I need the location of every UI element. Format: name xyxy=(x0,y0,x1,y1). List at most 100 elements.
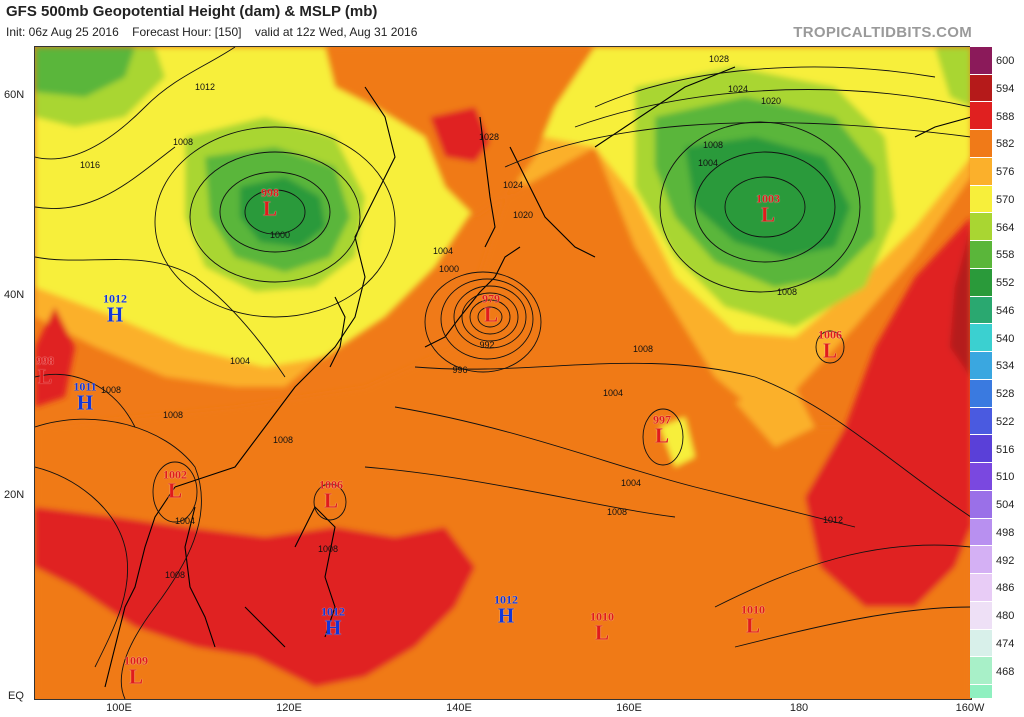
colorbar-level-label: 558 xyxy=(996,249,1015,262)
isobar-label: 1008 xyxy=(100,385,122,395)
colorbar-level-label: 468 xyxy=(996,665,1015,678)
low-pressure-center: 1006 L xyxy=(818,327,842,363)
colorbar-swatch xyxy=(970,295,992,325)
isobar-label: 1000 xyxy=(269,230,291,240)
lon-label-140e: 140E xyxy=(446,702,472,714)
low-pressure-center-typhoon: 979 L xyxy=(482,291,500,327)
colorbar-level-label: 546 xyxy=(996,304,1015,317)
isobar-label: 1000 xyxy=(438,264,460,274)
isobar-label: 1008 xyxy=(632,344,654,354)
isobar-label: 1008 xyxy=(162,410,184,420)
valid-time: valid at 12z Wed, Aug 31 2016 xyxy=(254,25,418,39)
colorbar-level-label: 540 xyxy=(996,332,1015,345)
colorbar-swatch xyxy=(970,129,992,158)
isobar-label: 1020 xyxy=(512,210,534,220)
low-pressure-center: 1010 L xyxy=(590,609,614,645)
lon-label-180: 180 xyxy=(789,702,809,714)
colorbar-swatch xyxy=(970,351,992,380)
colorbar-swatch xyxy=(970,684,992,698)
colorbar-level-label: 570 xyxy=(996,193,1015,206)
low-pressure-center: 1002 L xyxy=(163,467,187,503)
colorbar-swatch xyxy=(970,545,992,575)
isobar-label: 1004 xyxy=(620,478,642,488)
high-pressure-center: 1012 H xyxy=(494,592,518,628)
colorbar-swatch xyxy=(970,573,992,602)
isobar-label: 992 xyxy=(479,340,495,350)
colorbar-swatch xyxy=(970,46,992,75)
colorbar-swatch xyxy=(970,156,992,186)
isobar-label: 1004 xyxy=(602,388,624,398)
colorbar-level-label: 552 xyxy=(996,277,1015,290)
lat-label-60n: 60N xyxy=(4,89,25,101)
forecast-hour: Forecast Hour: [150] xyxy=(132,25,242,39)
isobar-label: 1020 xyxy=(760,96,782,106)
lat-label-eq: EQ xyxy=(8,690,24,702)
low-pressure-center: 998 L xyxy=(36,353,54,389)
colorbar-level-label: 534 xyxy=(996,360,1015,373)
isobar-label: 1008 xyxy=(776,287,798,297)
colorbar-level-label: 522 xyxy=(996,415,1015,428)
colorbar-level-label: 600 xyxy=(996,55,1015,68)
height-field xyxy=(35,47,971,699)
colorbar-swatch xyxy=(970,600,992,630)
lon-label-100e: 100E xyxy=(106,702,132,714)
colorbar-level-label: 498 xyxy=(996,526,1015,539)
colorbar-level-label: 588 xyxy=(996,110,1015,123)
colorbar-swatch xyxy=(970,489,992,519)
colorbar-level-label: 492 xyxy=(996,554,1015,567)
colorbar-swatch xyxy=(970,406,992,436)
isobar-label: 1012 xyxy=(194,82,216,92)
lon-label-160e: 160E xyxy=(616,702,642,714)
colorbar-swatch xyxy=(970,212,992,242)
isobar-label: 1008 xyxy=(272,435,294,445)
colorbar-swatch xyxy=(970,101,992,131)
colorbar-level-label: 528 xyxy=(996,388,1015,401)
high-pressure-center: 1012 H xyxy=(103,291,127,327)
low-pressure-center: 998 L xyxy=(261,185,279,221)
colorbar-level-label: 516 xyxy=(996,443,1015,456)
lon-label-160w: 160W xyxy=(955,702,985,714)
isobar-label: 1004 xyxy=(697,158,719,168)
isobar-label: 1008 xyxy=(172,137,194,147)
isobar-label: 1008 xyxy=(702,140,724,150)
low-pressure-center: 997 L xyxy=(653,412,671,448)
lat-label-20n: 20N xyxy=(4,489,25,501)
isobar-label: 1008 xyxy=(164,570,186,580)
colorbar xyxy=(970,46,992,698)
colorbar-level-label: 504 xyxy=(996,499,1015,512)
isobar-label: 1028 xyxy=(478,132,500,142)
colorbar-swatch xyxy=(970,378,992,408)
colorbar-swatch xyxy=(970,656,992,686)
colorbar-level-label: 510 xyxy=(996,471,1015,484)
isobar-label: 1016 xyxy=(79,160,101,170)
colorbar-swatch xyxy=(970,628,992,658)
isobar-label: 996 xyxy=(452,365,468,375)
colorbar-level-label: 480 xyxy=(996,610,1015,623)
high-pressure-center: 1011 H xyxy=(73,379,97,415)
isobar-label: 1028 xyxy=(708,54,730,64)
low-pressure-center: 1009 L xyxy=(124,653,148,689)
high-pressure-center: 1012 H xyxy=(321,604,345,640)
subtitle: Init: 06z Aug 25 2016 Forecast Hour: [15… xyxy=(6,25,427,39)
lat-label-40n: 40N xyxy=(4,289,25,301)
isobar-label: 1004 xyxy=(174,516,196,526)
chart-title: GFS 500mb Geopotential Height (dam) & MS… xyxy=(6,3,378,20)
isobar-label: 1024 xyxy=(727,84,749,94)
isobar-label: 1008 xyxy=(606,507,628,517)
isobar-label: 1012 xyxy=(822,515,844,525)
colorbar-level-label: 594 xyxy=(996,83,1015,95)
isobar-label: 1024 xyxy=(502,180,524,190)
brand-watermark: TROPICALTIDBITS.COM xyxy=(793,24,972,41)
colorbar-swatch xyxy=(970,462,992,491)
map-panel: 1012 1016 1008 1000 1028 1024 1020 1004 … xyxy=(34,46,972,700)
low-pressure-center: 1003 L xyxy=(756,191,780,227)
isobar-label: 1004 xyxy=(229,356,251,366)
colorbar-level-label: 486 xyxy=(996,582,1015,595)
init-time: Init: 06z Aug 25 2016 xyxy=(6,25,119,39)
colorbar-level-label: 564 xyxy=(996,221,1015,234)
colorbar-swatch xyxy=(970,517,992,547)
isobar-label: 1004 xyxy=(432,246,454,256)
colorbar-swatch xyxy=(970,267,992,297)
lon-label-120e: 120E xyxy=(276,702,302,714)
colorbar-swatch xyxy=(970,184,992,214)
